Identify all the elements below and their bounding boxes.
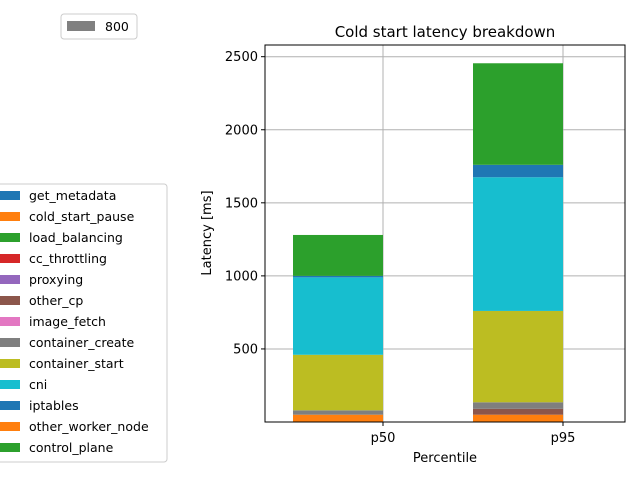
legend-swatch (0, 275, 20, 284)
legend-label: container_start (29, 356, 124, 371)
legend-swatch (0, 443, 20, 452)
legend-label: control_plane (29, 440, 114, 455)
bar-segment-iptables (473, 164, 563, 178)
y-axis-label: Latency [ms] (200, 190, 215, 275)
x-tick-label: p95 (551, 431, 576, 446)
bar-segment-control_plane (473, 63, 563, 165)
legend-swatch (0, 380, 20, 389)
bar-segment-container_create (473, 402, 563, 409)
bar-segment-other_worker_node (293, 414, 383, 422)
bars (293, 63, 563, 422)
legend-main: get_metadata cold_start_pause load_balanci… (0, 183, 168, 463)
axes-frame (264, 44, 626, 423)
x-tick-label: p50 (371, 431, 396, 446)
bar-segment-control_plane (293, 234, 383, 276)
legend-swatch (0, 338, 20, 347)
legend-swatch (0, 296, 20, 305)
legend-swatch (0, 233, 20, 242)
bar-segment-other_worker_node (473, 414, 563, 422)
x-axis-ticks: p50 p95 (371, 422, 576, 446)
legend-label: container_create (29, 335, 134, 350)
bar-segment-container_start (473, 310, 563, 403)
y-tick-label: 1000 (225, 269, 258, 284)
legend-label: iptables (29, 398, 79, 413)
chart-title: Cold start latency breakdown (335, 23, 556, 41)
legend-secondary-frame (60, 13, 138, 40)
legend-secondary-label: 800 (105, 19, 129, 34)
legend-label: image_fetch (29, 314, 106, 329)
bar-segment-cni (473, 177, 563, 311)
y-tick-label: 2500 (225, 50, 258, 65)
legend-swatch (0, 191, 20, 200)
legend-swatch (0, 359, 20, 368)
legend-swatch (0, 254, 20, 263)
bar-segment-container_create (293, 410, 383, 415)
legend-swatch (0, 422, 20, 431)
legend-secondary-swatch (67, 21, 95, 31)
bar-segment-iptables (293, 275, 383, 278)
y-axis-ticks: 500 1000 1500 2000 2500 (225, 50, 265, 357)
legend-swatch (0, 401, 20, 410)
plot-area: 500 1000 1500 2000 2500 p50 p95 (225, 44, 626, 446)
legend-label: other_worker_node (29, 419, 149, 434)
legend-label: proxying (29, 272, 83, 287)
legend-label: load_balancing (29, 230, 123, 245)
legend-swatch (0, 212, 20, 221)
bar-segment-cni (293, 277, 383, 355)
legend-label: other_cp (29, 293, 83, 308)
legend-label: cni (29, 377, 47, 392)
legend-main-frame (0, 183, 168, 463)
legend-label: get_metadata (29, 188, 116, 203)
legend-swatch (0, 317, 20, 326)
x-axis-label: Percentile (413, 451, 477, 466)
legend-secondary: 800 (60, 13, 138, 40)
legend-label: cc_throttling (29, 251, 107, 266)
legend-label: cold_start_pause (29, 209, 135, 224)
bar-segment-container_start (293, 354, 383, 411)
bar-segment-other_cp (473, 408, 563, 415)
y-tick-label: 500 (233, 342, 258, 357)
y-tick-label: 2000 (225, 123, 258, 138)
y-tick-label: 1500 (225, 196, 258, 211)
